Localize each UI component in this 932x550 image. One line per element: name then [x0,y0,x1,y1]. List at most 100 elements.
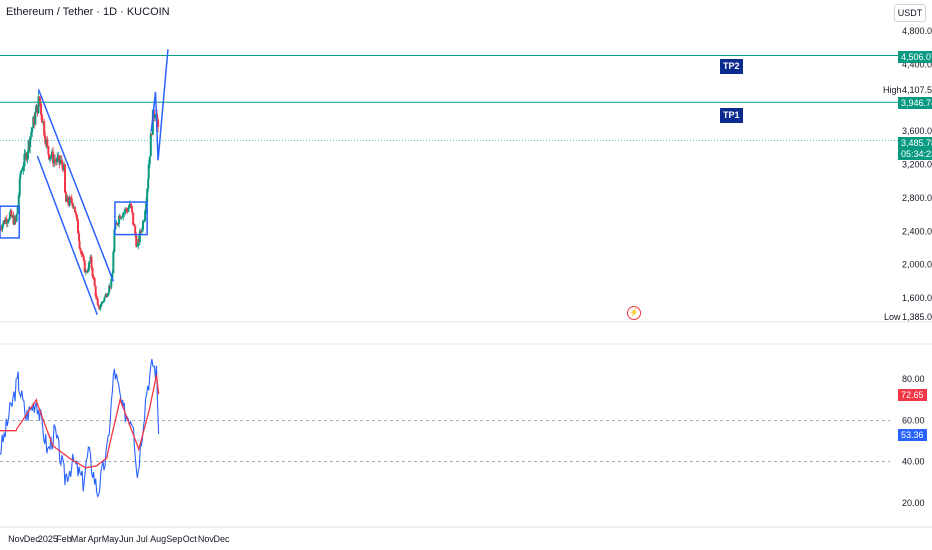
high-value: 4,107.55 [902,85,932,95]
candle-body [11,215,14,217]
chart-title: Ethereum / Tether · 1D · KUCOIN [6,6,170,18]
rsi-tick-label: 20.00 [902,498,925,508]
candle-body [34,112,37,125]
candle-body [47,146,50,155]
candle-body [96,298,99,306]
candle-body [148,156,151,165]
candle-body [95,296,98,299]
price-tick-label: 2,000.00 [902,260,932,270]
candle-body [62,164,65,171]
candle-body [8,212,11,220]
candle-body [56,157,59,163]
candle-body [138,230,141,242]
time-tick-label: Mar [71,534,87,544]
candle-body [140,229,143,232]
candle-body [117,223,120,225]
candle-body [113,229,116,252]
candle-body [86,270,89,273]
candle-body [127,208,130,212]
candle-body [118,215,121,224]
consolidation-box-right [114,201,148,236]
low-value: 1,385.05 [902,312,932,322]
candle-body [119,215,122,219]
candle-body [135,235,138,247]
candle-body [81,254,84,257]
candle-body [92,276,95,279]
candle-body [142,221,144,230]
candle-body [74,212,77,215]
candle-body [43,121,46,136]
candle-body [106,294,109,297]
time-tick-label: Nov [198,534,215,544]
candle-body [126,210,129,212]
candle-body [137,239,140,246]
candle-body [88,262,91,264]
rsi-value-badge: 53.36 [898,429,927,441]
candle-body [124,208,127,212]
time-tick-label: Jun [119,534,134,544]
price-tick-label: 2,400.00 [902,226,932,236]
candle-body [29,136,32,148]
candle-body [145,202,148,212]
candle-body [61,164,64,171]
candle-body [78,233,81,241]
candle-body [99,306,102,310]
candle-body [6,221,9,224]
candle-body [65,192,68,202]
price-tick-label: 4,400.00 [902,59,932,69]
price-tick-label: 3,200.00 [902,160,932,170]
candle-body [33,117,36,125]
candle-body [109,285,112,288]
currency-button[interactable]: USDT [894,4,926,22]
lightning-icon[interactable]: ⚡ [627,306,641,320]
time-tick-label: Dec [24,534,41,544]
candle-body [85,270,88,273]
candle-body [84,270,87,273]
countdown-badge: 05:34:23 [898,148,932,160]
candle-body [60,159,63,165]
time-tick-label: Aug [150,534,166,544]
consolidation-box-left [0,205,20,239]
candle-body [38,96,41,98]
time-tick-label: 2025 [38,534,58,544]
candle-body [52,151,55,164]
tp2-label: TP2 [720,59,743,74]
candle-body [116,223,119,225]
rsi-pane [0,358,890,498]
candle-body [37,96,40,114]
candle-body [97,305,100,308]
candle-body [80,251,83,255]
candle-body [153,115,156,118]
candle-body [4,218,7,224]
candle-body [42,121,45,123]
candle-body [45,139,48,144]
candle-body [136,245,139,247]
projection-path [150,49,169,161]
candle-body [19,173,22,179]
candle-body [0,227,2,229]
candle-body [58,162,61,164]
tp2-price-badge: 4,506.07 [898,51,932,63]
candles [0,90,160,312]
candle-body [25,153,28,160]
time-tick-label: Jul [136,534,148,544]
candle-body [66,196,69,202]
candle-body [131,206,134,213]
candle-body [46,139,49,147]
candle-body [110,279,113,288]
candle-body [17,195,20,206]
candle-body [21,170,24,172]
candle-body [83,260,86,273]
candle-body [127,207,130,209]
candle-body [24,153,27,155]
candle-body [120,217,123,219]
candle-body [77,219,79,234]
candle-body [91,267,94,277]
candle-body [144,211,147,221]
candle-body [58,155,61,164]
candle-body [7,219,10,222]
grid [0,321,932,528]
candle-body [132,212,135,225]
candle-body [104,294,107,298]
